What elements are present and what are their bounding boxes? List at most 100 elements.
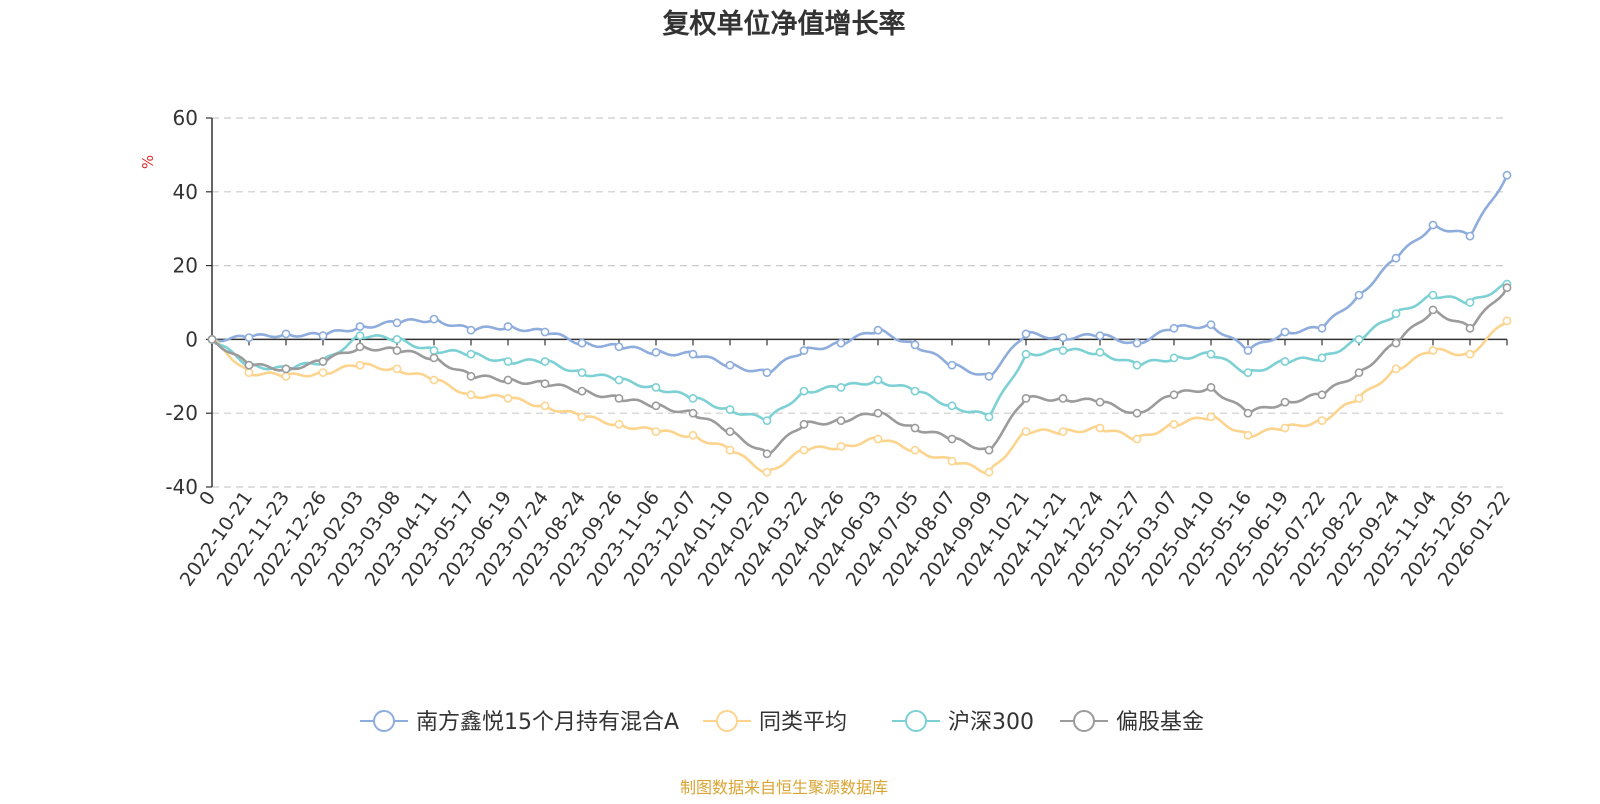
data-point [688, 393, 698, 403]
legend-label: 南方鑫悦15个月持有混合A [416, 710, 679, 735]
data-point [1058, 346, 1068, 355]
data-point [910, 445, 920, 455]
series-line [211, 287, 1509, 456]
data-point [873, 375, 883, 385]
data-point [799, 419, 809, 429]
data-point [1391, 338, 1401, 348]
series-layer [207, 170, 1512, 477]
legend-label: 沪深300 [948, 710, 1034, 735]
legend-item-3: 沪深300 [892, 710, 1034, 735]
data-point [355, 331, 365, 341]
data-point [1095, 397, 1105, 407]
y-tick-label: 20 [173, 254, 198, 278]
data-point [725, 427, 735, 436]
data-point [392, 364, 402, 374]
data-point [392, 318, 402, 328]
data-point [873, 325, 883, 335]
data-point [318, 331, 328, 341]
data-point [947, 434, 957, 444]
data-point [503, 357, 513, 366]
data-point [392, 334, 402, 344]
data-point [1280, 357, 1290, 366]
legend-item-2: 同类平均 [703, 710, 847, 735]
data-point [540, 357, 550, 366]
data-point [577, 386, 587, 396]
data-point [984, 467, 994, 477]
data-point [466, 349, 476, 359]
data-point [1317, 323, 1327, 333]
legend-label: 同类平均 [759, 710, 847, 735]
data-point [762, 416, 772, 425]
legend-marker-icon [716, 710, 738, 732]
y-tick-label: 40 [173, 180, 198, 204]
data-point [429, 353, 439, 363]
data-point [873, 434, 883, 444]
data-point [577, 338, 587, 348]
data-point [577, 368, 587, 377]
data-point [984, 371, 994, 381]
data-point [355, 322, 365, 331]
data-point [1354, 334, 1364, 344]
data-point [1169, 419, 1179, 429]
data-point [1132, 360, 1142, 370]
data-point [1243, 430, 1253, 440]
data-point [688, 430, 698, 440]
data-point [1428, 220, 1438, 230]
legend-label: 偏股基金 [1116, 710, 1204, 735]
data-point [1317, 416, 1327, 425]
data-point [614, 375, 624, 385]
data-point [540, 327, 550, 337]
data-point [1021, 427, 1031, 436]
data-point [836, 441, 846, 451]
series-line [211, 174, 1509, 378]
data-point [836, 382, 846, 392]
data-point [1132, 434, 1142, 444]
data-point [1354, 290, 1364, 300]
data-point [725, 360, 735, 370]
data-point [910, 340, 920, 350]
data-point [355, 342, 365, 352]
data-point [1169, 390, 1179, 400]
data-point [651, 401, 661, 411]
x-tick-label: 0 [195, 487, 220, 510]
data-point [614, 419, 624, 429]
data-point [540, 401, 550, 411]
data-point [1428, 305, 1438, 315]
y-tick-label: 0 [185, 327, 198, 351]
data-point [651, 347, 661, 357]
data-point [762, 449, 772, 459]
data-point [725, 445, 735, 455]
data-point [1502, 170, 1512, 180]
data-point [799, 386, 809, 396]
data-point [429, 346, 439, 355]
data-point [429, 375, 439, 385]
data-point [1206, 382, 1216, 392]
data-point [1428, 346, 1438, 355]
data-point [1095, 347, 1105, 357]
data-point [503, 393, 513, 403]
data-point [577, 412, 587, 422]
data-point [836, 416, 846, 425]
data-point [1391, 253, 1401, 263]
data-point [1021, 393, 1031, 403]
y-tick-label: 60 [173, 106, 198, 130]
data-point [244, 333, 254, 342]
data-point [244, 360, 254, 370]
data-point [1243, 408, 1253, 418]
data-point [799, 346, 809, 355]
data-point [1095, 423, 1105, 433]
legend: 南方鑫悦15个月持有混合A 同类平均 沪深300 偏股基金 [360, 710, 1204, 735]
data-point [1058, 333, 1068, 342]
data-point [207, 334, 217, 344]
data-point [1132, 338, 1142, 348]
data-point [466, 325, 476, 335]
series-1 [207, 170, 1512, 381]
series-line [211, 282, 1508, 422]
data-point [688, 408, 698, 418]
data-point [651, 427, 661, 436]
data-point [1317, 353, 1327, 363]
data-point [1021, 349, 1031, 359]
data-point [1354, 368, 1364, 377]
data-point [281, 364, 291, 374]
series-4 [207, 283, 1512, 459]
